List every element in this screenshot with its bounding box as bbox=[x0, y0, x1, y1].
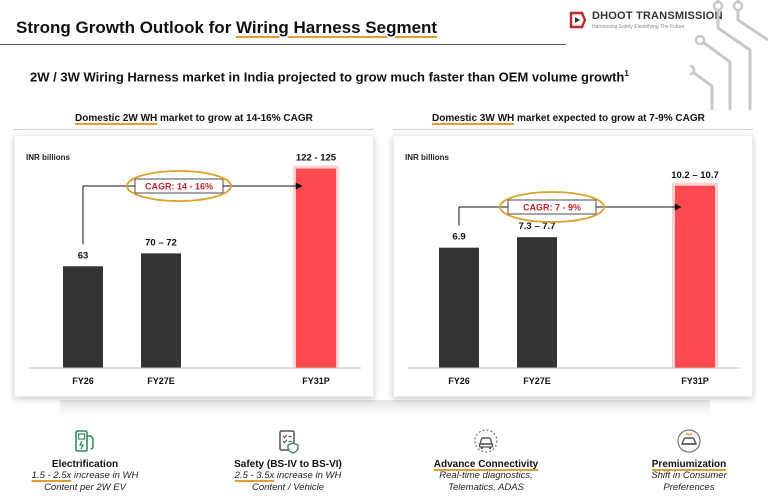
feature-desc-line2: Content / Vehicle bbox=[252, 482, 324, 493]
chart-3w-heading-rest: market expected to grow at 7-9% CAGR bbox=[514, 113, 705, 124]
feature-desc-line1: 1.5 - 2.5x increase in WH bbox=[0, 470, 175, 482]
safety-checklist-icon bbox=[279, 430, 299, 454]
brand-mark-icon bbox=[569, 11, 587, 29]
chart-3w-panel: INR billions 6.9 FY26 7.3 – 7.7 FY27E 10.2 – … bbox=[393, 135, 753, 397]
chart-3w-category-label: FY26 bbox=[448, 376, 470, 386]
brand-name: DHOOT TRANSMISSION bbox=[592, 10, 723, 22]
feature-desc-line2: Content per 2W EV bbox=[44, 482, 126, 493]
feature-desc-rest: increase in WH bbox=[71, 470, 139, 481]
chart-3w-heading-rule bbox=[393, 129, 753, 130]
chart-3w-svg: INR billions 6.9 FY26 7.3 – 7.7 FY27E 10.2 – … bbox=[405, 153, 740, 386]
chart-3w-cagr-arrow bbox=[458, 203, 682, 226]
feature-title: Premiumization bbox=[651, 459, 727, 470]
chart-2w-category-label: FY31P bbox=[302, 376, 330, 386]
page-subtitle: 2W / 3W Wiring Harness market in India p… bbox=[30, 69, 629, 84]
chart-3w-data-label: 10.2 – 10.7 bbox=[671, 170, 719, 181]
chart-2w-bar-fy26 bbox=[63, 266, 103, 368]
chart-3w-cagr-box bbox=[507, 199, 597, 215]
chart-3w-category-label: FY27E bbox=[523, 376, 551, 386]
chart-2w-unit-label: INR billions bbox=[26, 153, 71, 162]
chart-3w-heading-underlined: Domestic 3W WH bbox=[432, 113, 515, 124]
brand-tagline: Harnessing Safety Electrifying The Futur… bbox=[592, 24, 685, 30]
chart-3w-unit-label: INR billions bbox=[405, 153, 450, 162]
chart-2w-heading-rule bbox=[14, 129, 374, 130]
feature-desc-rest: Shift in Consumer bbox=[651, 470, 727, 481]
feature-desc-rest: Real-time diagnostics, bbox=[439, 470, 533, 481]
chart-2w-bar-fy31p bbox=[296, 168, 336, 368]
feature-desc-line1: 2.5 - 3.5x increase in WH bbox=[198, 470, 378, 482]
feature-connectivity: Advance Connectivity Real-time diagnosti… bbox=[396, 428, 576, 494]
chart-2w-cagr-label: CAGR: 14 - 16% bbox=[145, 182, 213, 192]
feature-premiumization: Premiumization Shift in Consumer Prefere… bbox=[599, 428, 768, 494]
title-divider bbox=[0, 44, 566, 45]
feature-title: Electrification bbox=[51, 459, 119, 470]
chart-3w-cagr-oval bbox=[499, 191, 605, 223]
chart-3w-bar-fy31p bbox=[675, 185, 715, 368]
chart-2w-cagr-oval bbox=[126, 170, 232, 202]
feature-desc-line2: Preferences bbox=[663, 482, 715, 493]
feature-desc-line1: Real-time diagnostics, bbox=[396, 470, 576, 482]
title-highlight: Wiring Harness Segment bbox=[236, 18, 438, 37]
chart-3w-cagr-label: CAGR: 7 - 9% bbox=[523, 203, 581, 213]
chart-2w-heading-underlined: Domestic 2W WH bbox=[75, 113, 158, 124]
chart-3w-bar-fy26 bbox=[439, 247, 479, 368]
connected-car-icon bbox=[474, 429, 498, 453]
panel-reflection bbox=[60, 400, 710, 416]
chart-2w-heading: Domestic 2W WH market to grow at 14-16% … bbox=[75, 113, 313, 124]
subtitle-text: 2W / 3W Wiring Harness market in India p… bbox=[30, 69, 625, 85]
chart-2w-category-label: FY27E bbox=[147, 376, 175, 386]
chart-3w-category-label: FY31P bbox=[681, 376, 709, 386]
chart-2w-panel: INR billions 63 FY26 70 – 72 FY27E 122 - 125 F… bbox=[14, 135, 374, 397]
feature-title: Advance Connectivity bbox=[433, 459, 539, 470]
chart-3w-bar-fy27e bbox=[517, 237, 557, 368]
chart-2w-heading-rest: market to grow at 14-16% CAGR bbox=[157, 113, 313, 124]
chart-2w-data-label: 122 - 125 bbox=[296, 153, 337, 164]
feature-electrification: Electrification 1.5 - 2.5x increase in W… bbox=[0, 428, 175, 494]
feature-desc-highlight: 1.5 - 2.5x bbox=[31, 470, 72, 481]
title-prefix: Strong Growth Outlook for bbox=[16, 18, 237, 37]
circuit-decoration-icon bbox=[690, 0, 768, 110]
feature-title: Safety (BS-IV to BS-VI) bbox=[234, 459, 342, 470]
chart-3w-data-label: 6.9 bbox=[452, 232, 465, 243]
feature-desc-line1: Shift in Consumer bbox=[599, 470, 768, 482]
feature-desc-highlight: 2.5 - 3.5x bbox=[234, 470, 275, 481]
premium-car-icon bbox=[677, 429, 701, 453]
chart-2w-category-label: FY26 bbox=[72, 376, 94, 386]
feature-desc-rest: increase in WH bbox=[274, 470, 342, 481]
chart-2w-data-label: 70 – 72 bbox=[145, 237, 177, 248]
chart-3w-data-label: 7.3 – 7.7 bbox=[519, 221, 556, 232]
chart-2w-cagr-box bbox=[134, 178, 224, 194]
chart-3w-heading: Domestic 3W WH market expected to grow a… bbox=[432, 113, 705, 124]
page-title: Strong Growth Outlook for Wiring Harness… bbox=[16, 18, 437, 38]
feature-safety: Safety (BS-IV to BS-VI) 2.5 - 3.5x incre… bbox=[198, 428, 378, 494]
chart-2w-bar-fy27e bbox=[141, 253, 181, 368]
ev-charger-icon bbox=[75, 430, 94, 452]
feature-desc-line2: Telematics, ADAS bbox=[448, 482, 524, 493]
chart-2w-data-label: 63 bbox=[78, 250, 89, 261]
chart-2w-cagr-arrow bbox=[82, 182, 303, 245]
subtitle-footnote: 1 bbox=[624, 69, 629, 78]
chart-2w-svg: INR billions 63 FY26 70 – 72 FY27E 122 - 125 F… bbox=[26, 153, 361, 386]
brand-logo: DHOOT TRANSMISSION Harnessing Safety Ele… bbox=[568, 8, 723, 38]
